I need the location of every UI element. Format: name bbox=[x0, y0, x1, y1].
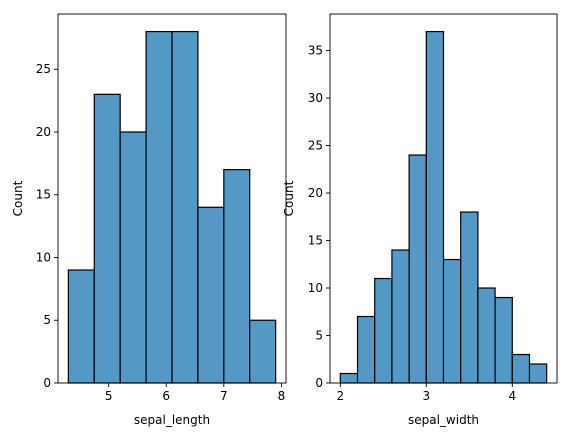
y-axis-label-sepal-length: Count bbox=[11, 180, 25, 216]
y-tick-label-sepal-length-2: 10 bbox=[36, 250, 51, 264]
y-tick-label-sepal-width-3: 15 bbox=[308, 234, 323, 248]
bar-sepal-width-5 bbox=[425, 30, 445, 384]
x-tick-label-sepal-width-0: 2 bbox=[336, 389, 344, 403]
y-tick-label-sepal-width-4: 20 bbox=[308, 186, 323, 200]
x-tick-label-sepal-length-2: 7 bbox=[220, 389, 228, 403]
axes-frame-sepal-length bbox=[57, 13, 287, 384]
x-axis-label-sepal-length: sepal_length bbox=[134, 413, 210, 427]
bar-sepal-length-6 bbox=[223, 169, 251, 384]
y-tick-label-sepal-length-0: 0 bbox=[43, 376, 51, 390]
y-tick-label-sepal-length-5: 25 bbox=[36, 62, 51, 76]
bar-sepal-width-1 bbox=[356, 315, 376, 384]
y-tick-label-sepal-width-1: 5 bbox=[315, 329, 323, 343]
bar-sepal-width-0 bbox=[339, 372, 359, 384]
bar-sepal-width-2 bbox=[374, 277, 393, 384]
y-tick-label-sepal-length-3: 15 bbox=[36, 188, 51, 202]
x-axis-label-sepal-width: sepal_width bbox=[408, 413, 479, 427]
bar-sepal-width-11 bbox=[528, 363, 548, 384]
x-tick-label-sepal-length-0: 5 bbox=[105, 389, 113, 403]
bar-sepal-length-5 bbox=[197, 206, 225, 384]
y-tick-label-sepal-width-6: 30 bbox=[308, 91, 323, 105]
bar-sepal-length-4 bbox=[171, 30, 199, 384]
bar-sepal-width-6 bbox=[442, 258, 462, 384]
bar-sepal-length-1 bbox=[93, 93, 121, 384]
bar-sepal-length-7 bbox=[249, 319, 277, 384]
bar-sepal-length-0 bbox=[67, 269, 95, 384]
x-tick-label-sepal-length-3: 8 bbox=[278, 389, 286, 403]
y-tick-label-sepal-width-7: 35 bbox=[308, 44, 323, 58]
bar-sepal-width-3 bbox=[391, 249, 410, 384]
bar-sepal-width-10 bbox=[511, 353, 531, 384]
y-tick-label-sepal-width-0: 0 bbox=[315, 376, 323, 390]
x-tick-label-sepal-width-2: 4 bbox=[508, 389, 516, 403]
x-tick-label-sepal-width-1: 3 bbox=[422, 389, 430, 403]
bar-sepal-length-3 bbox=[145, 30, 173, 384]
y-axis-label-sepal-width: Count bbox=[282, 180, 296, 216]
x-tick-label-sepal-length-1: 6 bbox=[162, 389, 170, 403]
bar-sepal-width-9 bbox=[494, 296, 513, 384]
bar-sepal-width-8 bbox=[477, 287, 496, 384]
bar-sepal-width-7 bbox=[460, 211, 479, 384]
y-tick-label-sepal-width-2: 10 bbox=[308, 281, 323, 295]
y-tick-label-sepal-width-5: 25 bbox=[308, 139, 323, 153]
y-tick-label-sepal-length-1: 5 bbox=[43, 313, 51, 327]
axes-frame-sepal-width bbox=[329, 13, 558, 384]
y-tick-label-sepal-length-4: 20 bbox=[36, 125, 51, 139]
histogram-sepal-length: 5 6 7 8 0 5 10 15 20 25 sepal_length Count bbox=[11, 13, 287, 427]
bar-sepal-width-4 bbox=[408, 154, 427, 384]
bar-sepal-length-2 bbox=[119, 131, 147, 384]
histogram-sepal-width: 2 3 4 0 5 10 15 20 25 30 35 sepal_width Count bbox=[282, 13, 558, 427]
